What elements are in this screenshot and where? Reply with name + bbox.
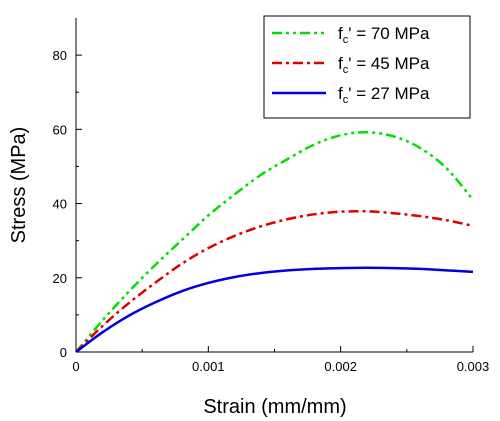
legend-label-3: fc' = 27 MPa [338, 84, 430, 106]
x-tick-label: 0.003 [457, 359, 490, 374]
x-tick-label: 0.002 [324, 359, 357, 374]
x-tick-label: 0 [72, 359, 79, 374]
series-lines [75, 131, 474, 354]
y-tick-label: 40 [53, 197, 67, 212]
y-tick-label: 20 [53, 271, 67, 286]
legend: fc' = 70 MPa fc' = 45 MPa fc' = 27 MPa [263, 15, 471, 119]
ticks: 0 0.001 0.002 0.003 0 20 40 60 80 [53, 48, 490, 374]
y-tick-label: 80 [53, 48, 67, 63]
y-axis-title: Stress (MPa) [8, 127, 30, 244]
x-tick-label: 0.001 [192, 359, 225, 374]
series-line-3 [75, 266, 474, 354]
series-line-2 [75, 209, 474, 353]
x-axis-title: Strain (mm/mm) [203, 396, 346, 418]
y-tick-label: 0 [60, 345, 67, 360]
y-tick-label: 60 [53, 122, 67, 137]
legend-box [263, 15, 471, 119]
legend-label-1: fc' = 70 MPa [338, 24, 430, 46]
legend-label-2: fc' = 45 MPa [338, 54, 430, 76]
series-line-1 [75, 131, 474, 353]
